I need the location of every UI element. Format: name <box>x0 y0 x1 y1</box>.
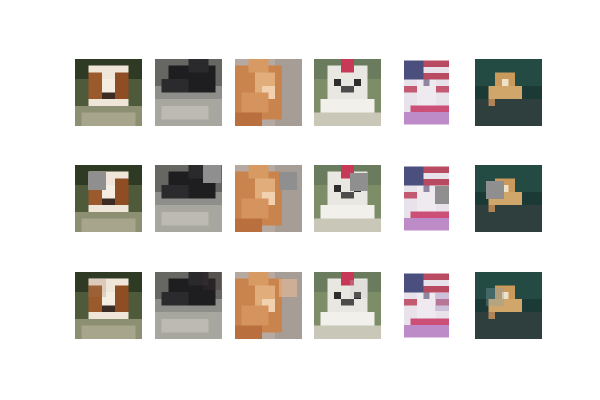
faint-patch <box>486 288 504 306</box>
occlusion-patch <box>486 181 504 199</box>
thumb-row3-col5-flag-dog-faint <box>404 272 449 339</box>
faint-patch <box>203 272 221 290</box>
thumb-row1-col5-flag-dog <box>404 59 449 126</box>
occlusion-patch <box>279 172 297 190</box>
thumb-row1-col3-orange-cat <box>235 59 302 126</box>
thumb-row1-col2-black-cat <box>155 59 222 126</box>
thumb-row1-col6-tan-dog <box>475 59 542 126</box>
thumb-row2-col2-black-cat-occluded <box>155 165 222 232</box>
thumb-row1-col4-maltese <box>314 59 381 126</box>
thumb-row3-col1-spaniel-faint <box>75 272 142 339</box>
thumb-row2-col6-tan-dog-occluded <box>475 165 542 232</box>
thumb-row3-col4-maltese-faint <box>314 272 381 339</box>
faint-patch <box>88 279 106 297</box>
occlusion-patch <box>435 186 449 204</box>
thumb-row3-col3-orange-cat-faint <box>235 272 302 339</box>
faint-patch <box>435 293 449 311</box>
thumb-row2-col5-flag-dog-occluded <box>404 165 449 232</box>
faint-patch <box>350 280 368 298</box>
occlusion-patch <box>350 173 368 191</box>
occlusion-patch <box>88 172 106 190</box>
faint-patch <box>279 279 297 297</box>
thumb-row3-col2-black-cat-faint <box>155 272 222 339</box>
thumb-row2-col3-orange-cat-occluded <box>235 165 302 232</box>
thumb-row3-col6-tan-dog-faint <box>475 272 542 339</box>
thumb-row1-col1-spaniel <box>75 59 142 126</box>
occlusion-patch <box>203 165 221 183</box>
thumb-row2-col1-spaniel-occluded <box>75 165 142 232</box>
thumb-row2-col4-maltese-occluded <box>314 165 381 232</box>
